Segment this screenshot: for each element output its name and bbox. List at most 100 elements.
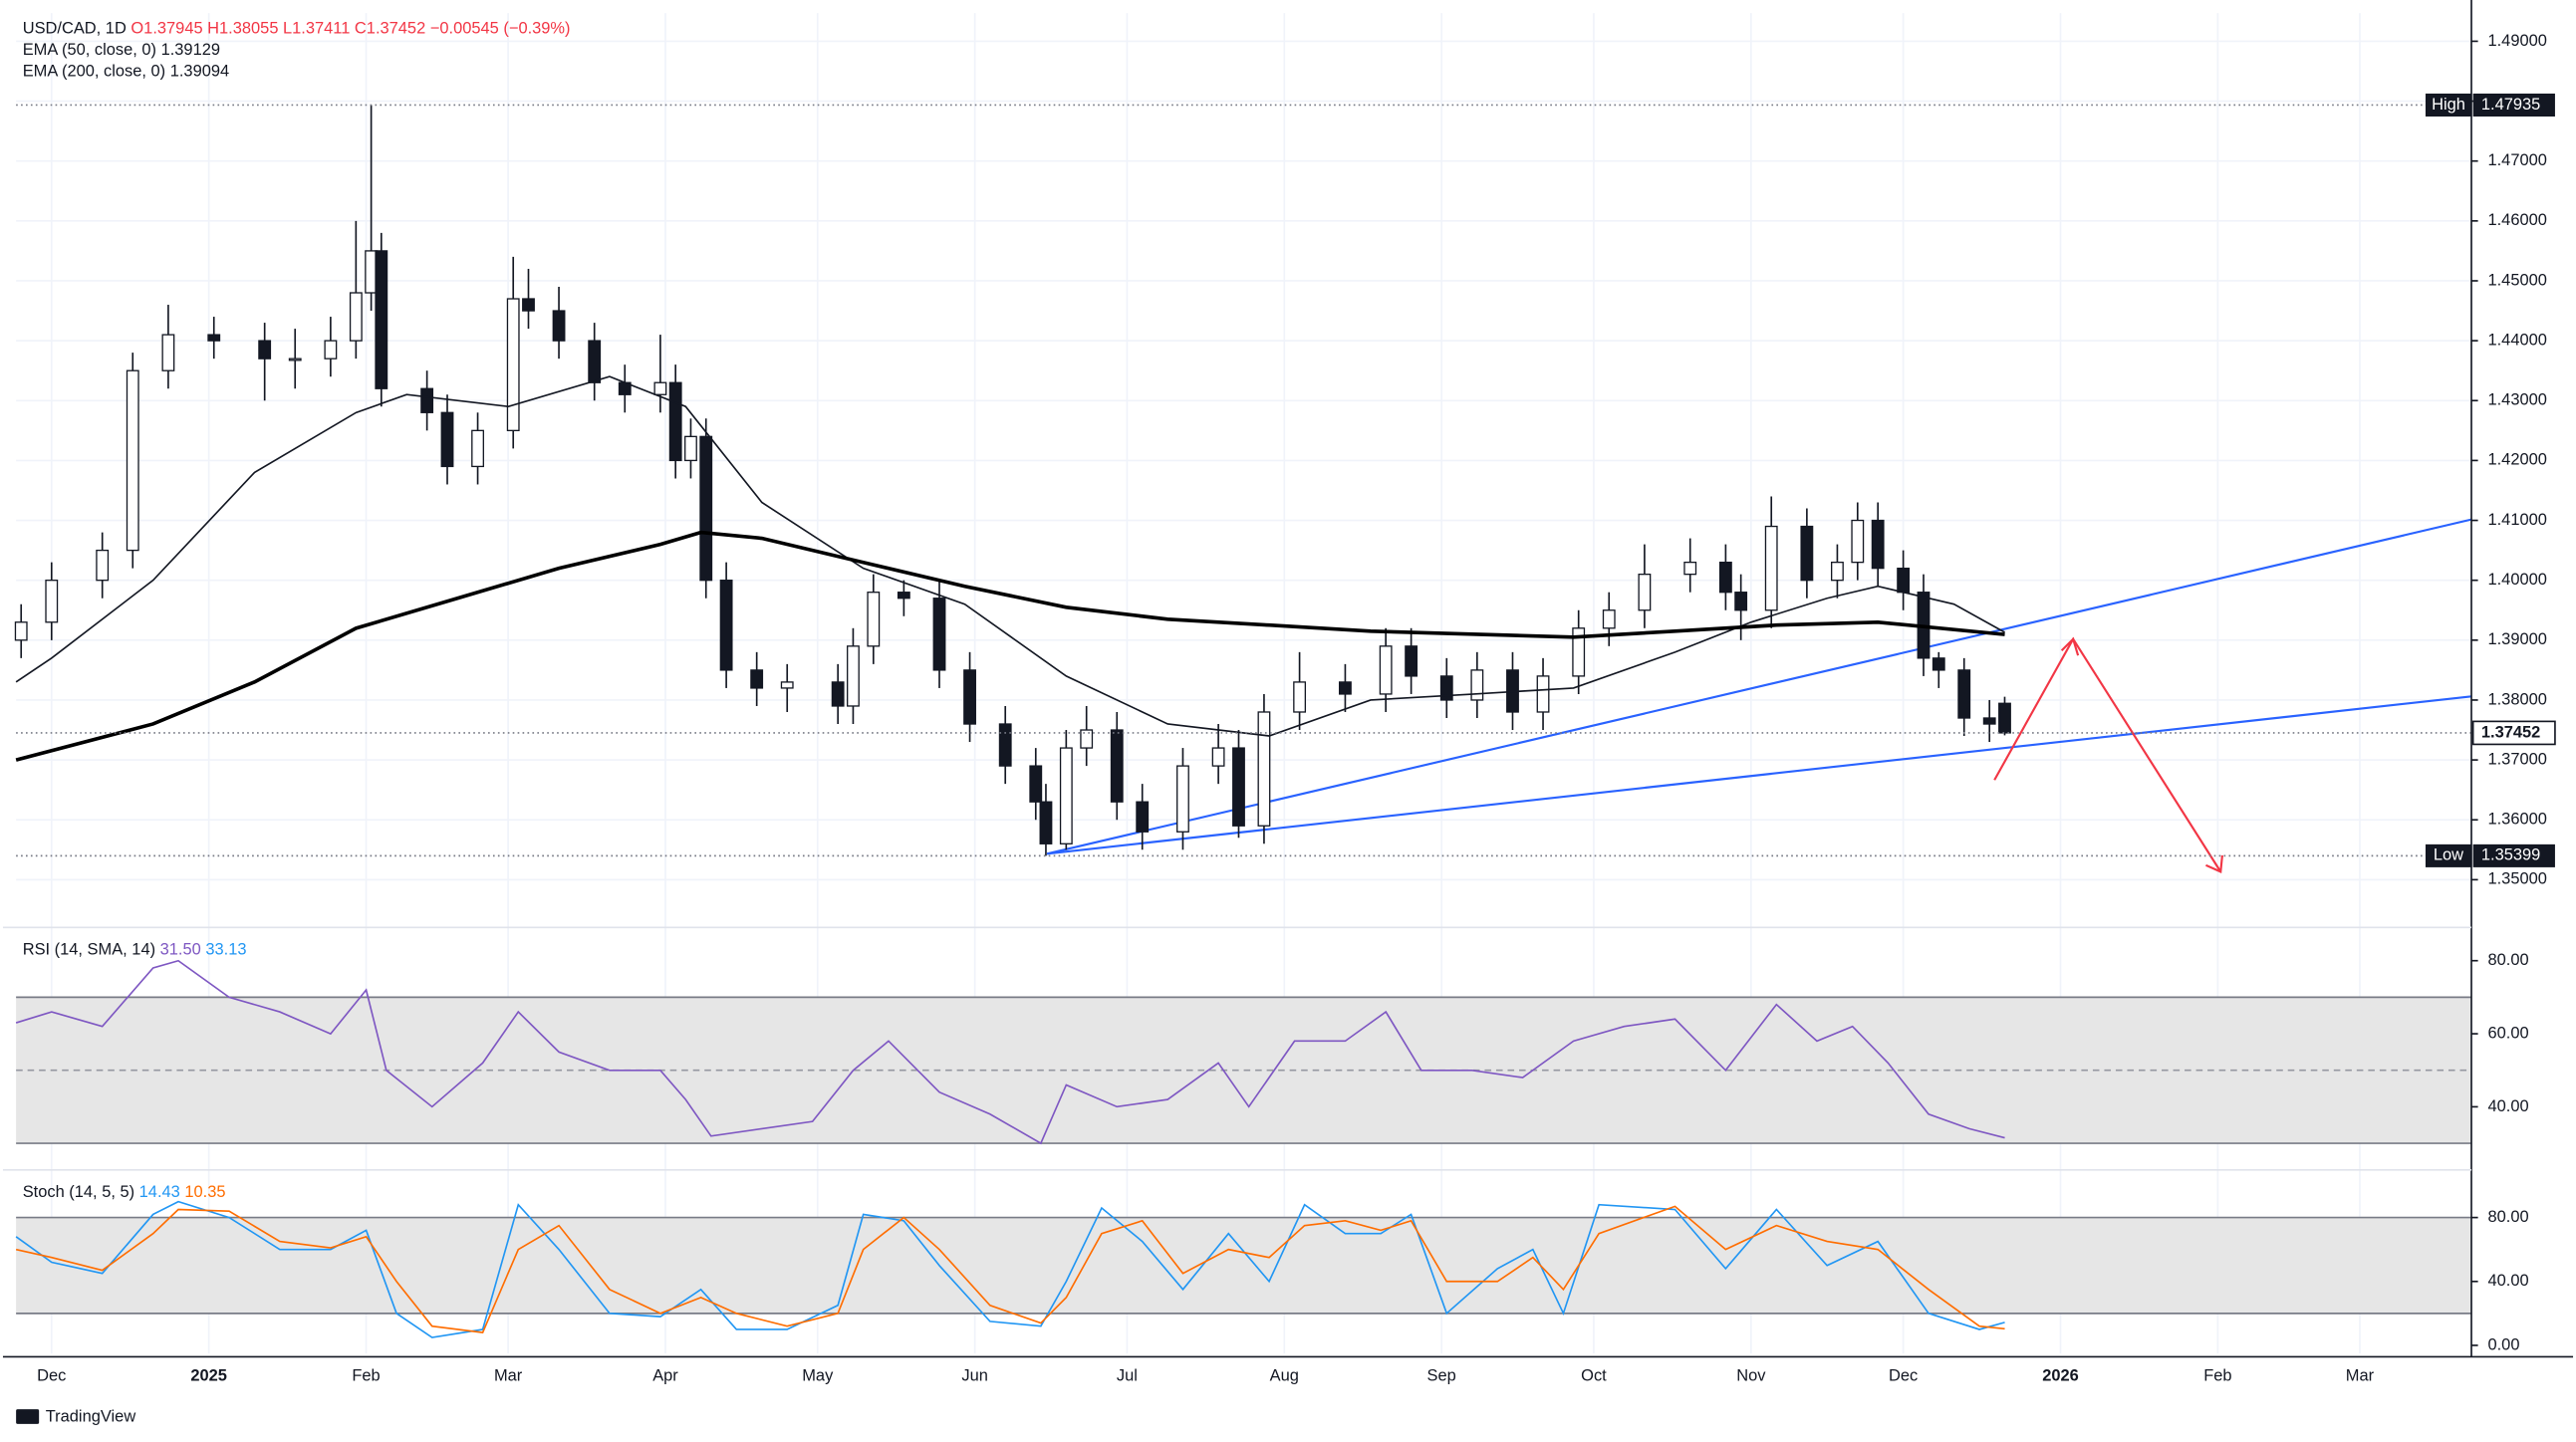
candle-body [1059,747,1073,844]
candle-body [1851,519,1865,564]
y-tick-label: 1.37000 [2487,750,2546,768]
candle-body [420,387,434,413]
y-tick-label: 0.00 [2487,1335,2519,1353]
candle-body [288,358,302,361]
candle-body [258,340,272,360]
extreme-value-tag [2472,843,2555,867]
candle-body [867,592,881,647]
band [16,1217,2472,1314]
last-price-label: 1.37452 [2481,723,2540,741]
candle-body [1734,592,1748,611]
y-tick-label: 1.46000 [2487,211,2546,229]
candle-body [1831,561,1844,582]
candle-body [1602,609,1616,629]
candle-body [375,250,388,389]
candle-body [1998,702,2011,734]
x-tick-label: Aug [1270,1367,1299,1385]
candle-body [45,580,59,623]
candle-body [719,580,733,671]
x-tick-label: Sep [1427,1367,1456,1385]
x-tick-label: Nov [1736,1367,1766,1385]
candle-body [14,621,28,641]
candle-body [1536,675,1550,713]
y-tick-label: 1.42000 [2487,451,2546,469]
candle-body [1110,729,1124,803]
candle-body [831,681,845,707]
extreme-value: 1.47935 [2481,96,2540,114]
x-tick-label: Oct [1581,1367,1607,1385]
candle-body [653,381,667,395]
candle-body [552,310,566,342]
extreme-tag-label: Low [2434,846,2463,864]
candle-body [1136,801,1150,833]
candle-body [1957,669,1971,719]
series-line [15,1200,2005,1338]
candle-body [1897,567,1911,594]
ema-legend: EMA (200, close, 0) 1.39094 [23,63,229,81]
candle-body [1982,717,1996,725]
candle-body [699,435,713,582]
candle-body [750,669,764,689]
candle-body [207,334,221,342]
candle-body [1293,681,1307,713]
candle-body [522,298,535,312]
y-tick-label: 1.36000 [2487,811,2546,829]
candle-body [349,292,363,342]
x-tick-label: Mar [494,1367,523,1385]
series-line [15,959,2005,1145]
candle-body [684,435,697,462]
x-tick-label: Feb [2203,1367,2231,1385]
candle-body [1257,711,1271,827]
candle-body [780,681,794,689]
y-tick-label: 40.00 [2487,1097,2528,1115]
brand: TradingView [16,1408,135,1426]
x-tick-label: 2025 [190,1367,227,1385]
trendlines [1046,518,2472,855]
x-tick-label: 2026 [2042,1367,2079,1385]
y-tick-label: 60.00 [2487,1024,2528,1042]
x-tick-label: Dec [1889,1367,1918,1385]
candle-body [324,340,338,360]
candle-body [126,369,139,552]
candle-body [161,334,175,371]
candle-body [668,381,682,462]
y-tick-label: 1.35000 [2487,870,2546,888]
candle-body [998,723,1012,767]
brand-name: TradingView [46,1408,136,1426]
candle-body [506,298,520,431]
candle-body [1572,627,1586,677]
arrow-head [2205,854,2223,873]
extreme-value: 1.35399 [2481,846,2540,864]
candle-body [1211,747,1225,767]
candle-body [1683,561,1697,576]
arrow [1993,636,2223,873]
candle-body [963,669,976,725]
extreme-tag [2425,843,2472,867]
x-tick-label: Mar [2346,1367,2375,1385]
candle-body [1080,729,1094,749]
candle-body [1800,525,1814,582]
candle-body [1718,561,1732,594]
candle-body [1764,525,1778,611]
candle-body [1470,669,1484,701]
trendline [1047,695,2472,855]
candle-body [897,592,910,600]
y-tick-label: 1.38000 [2487,690,2546,708]
series-line [15,375,2005,737]
candle-body [588,340,602,383]
x-tick-label: Feb [352,1367,380,1385]
rsi-legend: RSI (14, SMA, 14) 31.50 33.13 [23,941,247,959]
extreme-tag [2425,93,2472,117]
candle-body [1405,645,1418,677]
candle-body [1039,801,1053,844]
series-line [15,1205,2005,1333]
candle-body [1232,747,1245,827]
y-tick-label: 1.43000 [2487,391,2546,409]
y-tick-label: 80.00 [2487,951,2528,969]
x-tick-label: Jun [961,1367,988,1385]
x-tick-label: Apr [652,1367,678,1385]
y-tick-label: 1.39000 [2487,630,2546,648]
candle-body [1932,657,1945,671]
